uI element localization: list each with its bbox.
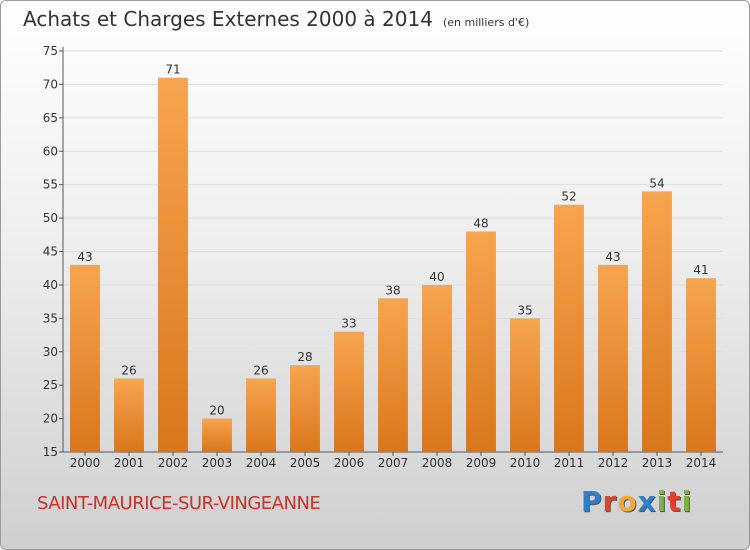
bar-value-label: 54 — [649, 176, 664, 190]
bar — [554, 204, 584, 452]
x-tick-label: 2009 — [466, 456, 497, 470]
x-tick-label: 2007 — [378, 456, 409, 470]
bar-value-label: 52 — [561, 190, 576, 204]
x-tick-label: 2004 — [246, 456, 277, 470]
y-tick-label: 25 — [43, 378, 58, 392]
x-tick-label: 2013 — [642, 456, 673, 470]
y-tick-label: 50 — [43, 211, 58, 225]
x-tick-label: 2002 — [158, 456, 189, 470]
y-tick-label: 75 — [43, 44, 58, 58]
x-tick-label: 2010 — [510, 456, 541, 470]
y-tick-label: 55 — [43, 178, 58, 192]
bar-value-label: 35 — [517, 303, 532, 317]
x-tick-label: 2011 — [554, 456, 585, 470]
logo-letter: o — [617, 485, 638, 518]
bar-value-label: 28 — [297, 350, 312, 364]
bar — [334, 331, 364, 452]
chart-title: Achats et Charges Externes 2000 à 2014 (e… — [23, 7, 529, 31]
bar — [642, 191, 672, 452]
bar-value-label: 40 — [429, 270, 444, 284]
y-tick-label: 30 — [43, 345, 58, 359]
bar — [114, 378, 144, 452]
bar — [202, 418, 232, 452]
y-tick-label: 65 — [43, 111, 58, 125]
bar-value-label: 33 — [341, 317, 356, 331]
bar — [598, 264, 628, 452]
x-tick-label: 2012 — [598, 456, 629, 470]
x-tick-label: 2014 — [686, 456, 717, 470]
bar — [466, 231, 496, 452]
x-tick-label: 2000 — [70, 456, 101, 470]
bar — [70, 264, 100, 452]
chart-title-main: Achats et Charges Externes 2000 à 2014 — [23, 7, 433, 31]
y-tick-label: 70 — [43, 77, 58, 91]
y-tick-label: 60 — [43, 144, 58, 158]
bar — [686, 278, 716, 452]
chart-title-unit: (en milliers d'€) — [442, 16, 530, 29]
bar-value-label: 71 — [165, 63, 180, 77]
logo-letter: r — [602, 485, 618, 518]
bar-value-label: 43 — [77, 250, 92, 264]
logo-letter: x — [637, 485, 657, 518]
bar-value-label: 43 — [605, 250, 620, 264]
y-tick-label: 35 — [43, 311, 58, 325]
x-tick-label: 2008 — [422, 456, 453, 470]
bar — [422, 284, 452, 452]
proxiti-logo: Proxiti — [581, 485, 692, 518]
x-tick-label: 2001 — [114, 456, 145, 470]
x-tick-label: 2005 — [290, 456, 321, 470]
bar — [246, 378, 276, 452]
y-tick-label: 40 — [43, 278, 58, 292]
bar — [378, 298, 408, 452]
bar-value-label: 38 — [385, 283, 400, 297]
logo-letter: i — [681, 485, 693, 518]
bar-value-label: 41 — [693, 263, 708, 277]
bar-value-label: 26 — [253, 363, 268, 377]
town-name: SAINT-MAURICE-SUR-VINGEANNE — [37, 493, 321, 514]
logo-letter: P — [581, 485, 603, 518]
bar-value-label: 20 — [209, 404, 224, 418]
bar-value-label: 48 — [473, 216, 488, 230]
y-tick-label: 45 — [43, 245, 58, 259]
y-tick-label: 20 — [43, 412, 58, 426]
bar — [290, 365, 320, 452]
x-tick-label: 2006 — [334, 456, 365, 470]
bar-value-label: 26 — [121, 363, 136, 377]
y-tick-label: 15 — [43, 445, 58, 459]
logo-letter: t — [667, 485, 682, 518]
bar — [510, 318, 540, 452]
bar — [158, 77, 188, 452]
x-tick-label: 2003 — [202, 456, 233, 470]
logo-letter: i — [656, 485, 668, 518]
